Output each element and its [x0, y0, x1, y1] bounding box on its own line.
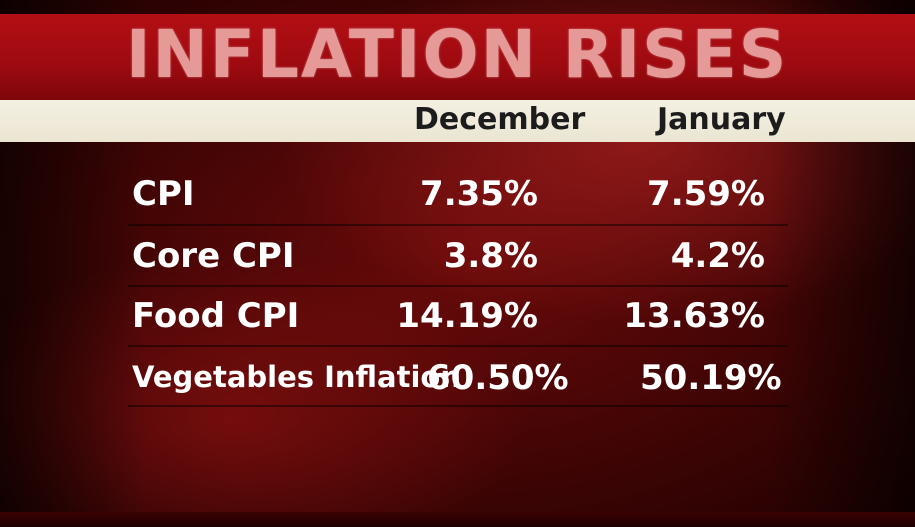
row-label-food-cpi: Food CPI	[132, 296, 300, 336]
row-divider	[128, 345, 788, 347]
column-header-band	[0, 100, 915, 142]
column-header-december: December	[414, 102, 586, 137]
row-divider	[128, 224, 788, 226]
cell-food-cpi-january: 13.63%	[623, 296, 765, 336]
cell-cpi-december: 7.35%	[420, 174, 538, 214]
row-label-cpi: CPI	[132, 174, 195, 214]
row-divider	[128, 405, 788, 407]
row-label-vegetables-inflation: Vegetables Inflation	[132, 360, 461, 394]
row-divider	[128, 285, 788, 287]
cell-core-cpi-december: 3.8%	[443, 236, 538, 276]
bottom-band	[0, 512, 915, 527]
cell-vegetables-inflation-december: 60.50%	[427, 358, 569, 398]
row-label-core-cpi: Core CPI	[132, 236, 295, 276]
title-band	[0, 14, 915, 100]
cell-food-cpi-december: 14.19%	[396, 296, 538, 336]
column-header-january: January	[657, 102, 786, 137]
cell-core-cpi-january: 4.2%	[670, 236, 765, 276]
cell-vegetables-inflation-january: 50.19%	[640, 358, 782, 398]
page-title: INFLATION RISES	[126, 16, 789, 93]
cell-cpi-january: 7.59%	[647, 174, 765, 214]
